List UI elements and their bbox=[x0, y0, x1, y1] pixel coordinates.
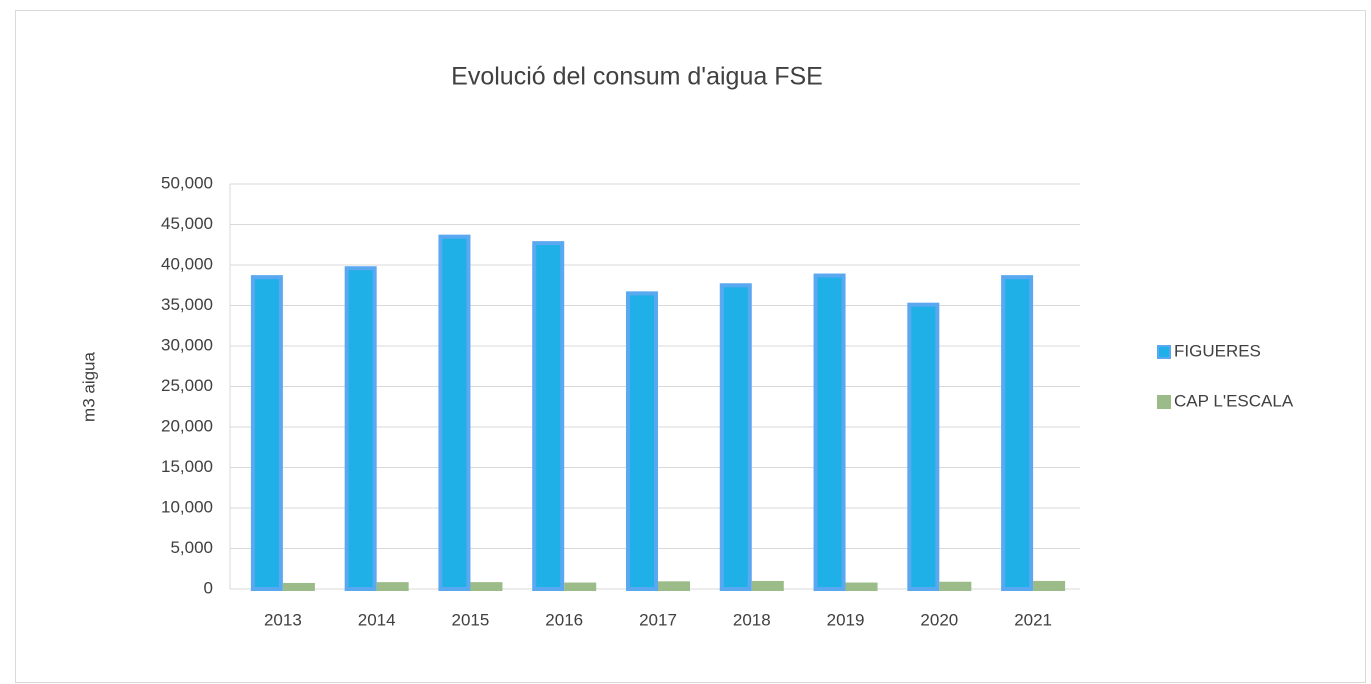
y-tick-label: 35,000 bbox=[161, 295, 213, 314]
bar bbox=[658, 581, 690, 592]
y-tick-label: 0 bbox=[204, 578, 213, 597]
x-tick-label: 2021 bbox=[1014, 610, 1052, 629]
bar bbox=[845, 582, 878, 591]
y-tick-label: 50,000 bbox=[161, 173, 213, 192]
x-tick-label: 2020 bbox=[920, 610, 958, 629]
bar bbox=[1033, 580, 1066, 591]
y-tick-label: 25,000 bbox=[161, 376, 213, 395]
y-axis-title: m3 aigua bbox=[79, 351, 98, 421]
bar bbox=[564, 582, 597, 591]
bar bbox=[813, 273, 846, 591]
bar bbox=[939, 581, 972, 591]
x-tick-label: 2013 bbox=[264, 610, 302, 629]
legend-swatch bbox=[1157, 345, 1171, 359]
bar bbox=[719, 283, 752, 591]
bar bbox=[438, 234, 471, 591]
bar bbox=[907, 302, 940, 591]
bar bbox=[250, 275, 283, 591]
y-tick-label: 40,000 bbox=[161, 254, 213, 273]
bar bbox=[532, 241, 565, 591]
bar bbox=[376, 582, 409, 592]
bar bbox=[344, 266, 377, 591]
bar bbox=[626, 291, 658, 591]
bar bbox=[751, 580, 784, 591]
bar bbox=[282, 582, 315, 592]
x-tick-label: 2014 bbox=[358, 610, 396, 629]
x-tick-label: 2016 bbox=[545, 610, 583, 629]
bar bbox=[1001, 275, 1034, 591]
chart-title: Evolució del consum d'aigua FSE bbox=[451, 63, 823, 91]
y-tick-label: 15,000 bbox=[161, 457, 213, 476]
bar bbox=[470, 582, 503, 592]
legend-label: CAP L'ESCALA bbox=[1174, 391, 1294, 410]
legend-label: FIGUERES bbox=[1174, 341, 1261, 360]
y-tick-label: 45,000 bbox=[161, 214, 213, 233]
x-tick-label: 2017 bbox=[639, 610, 677, 629]
y-tick-label: 5,000 bbox=[170, 538, 213, 557]
y-tick-label: 10,000 bbox=[161, 497, 213, 516]
y-tick-label: 30,000 bbox=[161, 335, 213, 354]
x-tick-label: 2019 bbox=[827, 610, 865, 629]
x-tick-label: 2018 bbox=[733, 610, 771, 629]
legend-swatch bbox=[1157, 395, 1171, 409]
x-tick-label: 2015 bbox=[452, 610, 490, 629]
y-tick-label: 20,000 bbox=[161, 416, 213, 435]
